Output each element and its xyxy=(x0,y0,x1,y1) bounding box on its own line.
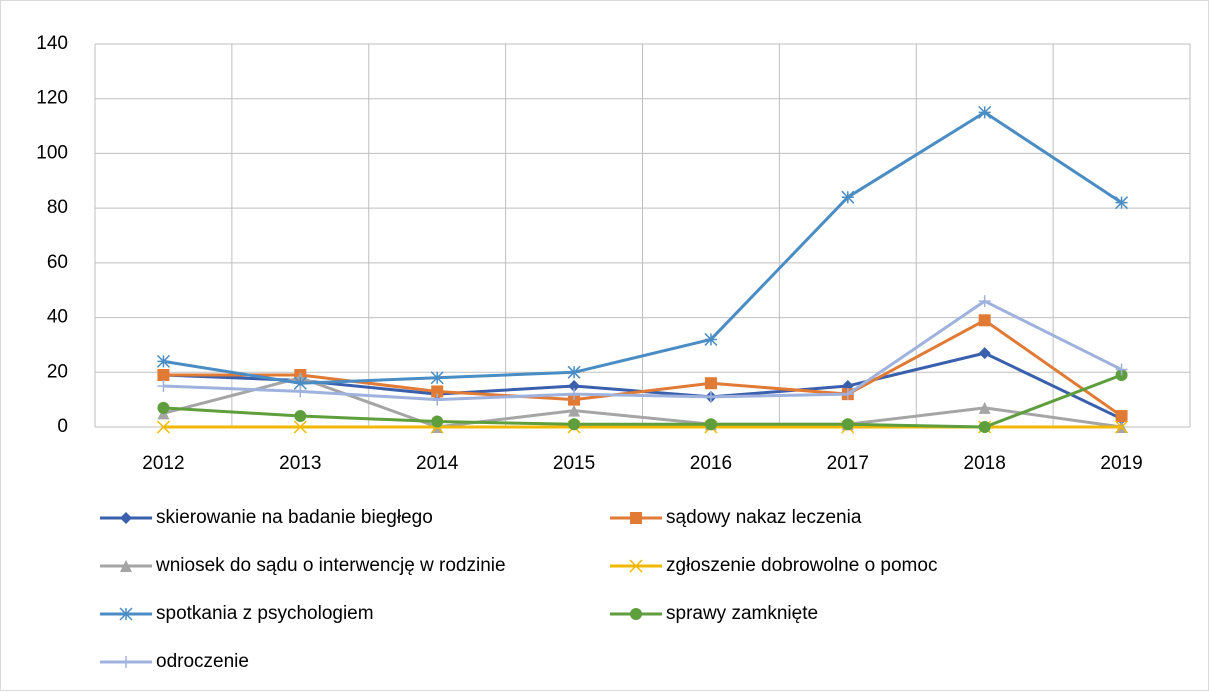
marker xyxy=(978,401,991,414)
marker xyxy=(294,410,307,423)
marker xyxy=(568,404,581,417)
marker xyxy=(294,385,307,398)
marker xyxy=(157,379,170,392)
marker xyxy=(841,418,854,431)
marker xyxy=(630,608,642,620)
x-tick-label: 2013 xyxy=(279,453,321,474)
legend-label: sprawy zamknięte xyxy=(666,603,818,624)
marker xyxy=(704,332,718,346)
marker xyxy=(120,560,132,572)
marker xyxy=(119,607,133,621)
marker xyxy=(841,190,855,204)
marker xyxy=(567,365,581,379)
marker xyxy=(978,314,991,327)
y-tick-label: 120 xyxy=(36,88,68,109)
marker xyxy=(629,559,643,573)
marker xyxy=(157,401,170,414)
marker xyxy=(293,420,307,434)
x-tick-label: 2014 xyxy=(416,453,459,474)
marker xyxy=(978,347,991,360)
marker xyxy=(568,379,581,392)
marker xyxy=(431,415,444,428)
x-tick-label: 2018 xyxy=(964,453,1006,474)
marker xyxy=(841,388,854,401)
y-tick-label: 80 xyxy=(47,197,68,218)
marker xyxy=(978,295,991,308)
marker xyxy=(568,418,581,431)
legend-label: spotkania z psychologiem xyxy=(156,603,374,624)
marker xyxy=(293,376,307,390)
y-tick-label: 0 xyxy=(57,416,68,437)
marker xyxy=(430,371,444,385)
series-line xyxy=(163,318,1123,418)
marker xyxy=(630,512,642,524)
legend-label: wniosek do sądu o interwencję w rodzinie xyxy=(155,555,506,576)
marker xyxy=(1115,196,1129,210)
marker xyxy=(704,418,717,431)
marker xyxy=(431,393,444,406)
series-line xyxy=(163,299,1123,402)
x-tick-label: 2019 xyxy=(1100,453,1142,474)
legend-label: odroczenie xyxy=(156,651,249,672)
y-tick-label: 20 xyxy=(47,361,68,382)
y-tick-label: 100 xyxy=(36,142,68,163)
marker xyxy=(568,388,581,401)
legend-label: zgłoszenie dobrowolne o pomoc xyxy=(666,555,937,576)
y-tick-label: 40 xyxy=(47,307,68,328)
marker xyxy=(704,377,717,390)
marker xyxy=(120,656,132,668)
marker xyxy=(1115,420,1129,434)
x-tick-label: 2015 xyxy=(553,453,595,474)
marker xyxy=(156,420,170,434)
series-line xyxy=(163,110,1123,385)
marker xyxy=(1115,410,1128,423)
legend-label: sądowy nakaz leczenia xyxy=(666,507,862,528)
marker xyxy=(120,512,132,524)
x-tick-label: 2017 xyxy=(827,453,869,474)
series-line xyxy=(163,376,1122,429)
marker xyxy=(156,354,170,368)
legend-label: skierowanie na badanie biegłego xyxy=(156,507,433,528)
series-line xyxy=(163,373,1123,429)
x-tick-label: 2016 xyxy=(690,453,732,474)
marker xyxy=(1115,363,1128,376)
marker xyxy=(431,385,444,398)
marker xyxy=(978,421,991,433)
marker xyxy=(157,369,170,382)
marker xyxy=(978,105,992,119)
marker xyxy=(704,390,717,403)
y-tick-label: 140 xyxy=(36,33,68,54)
x-tick-label: 2012 xyxy=(142,453,184,474)
y-tick-label: 60 xyxy=(47,252,68,273)
